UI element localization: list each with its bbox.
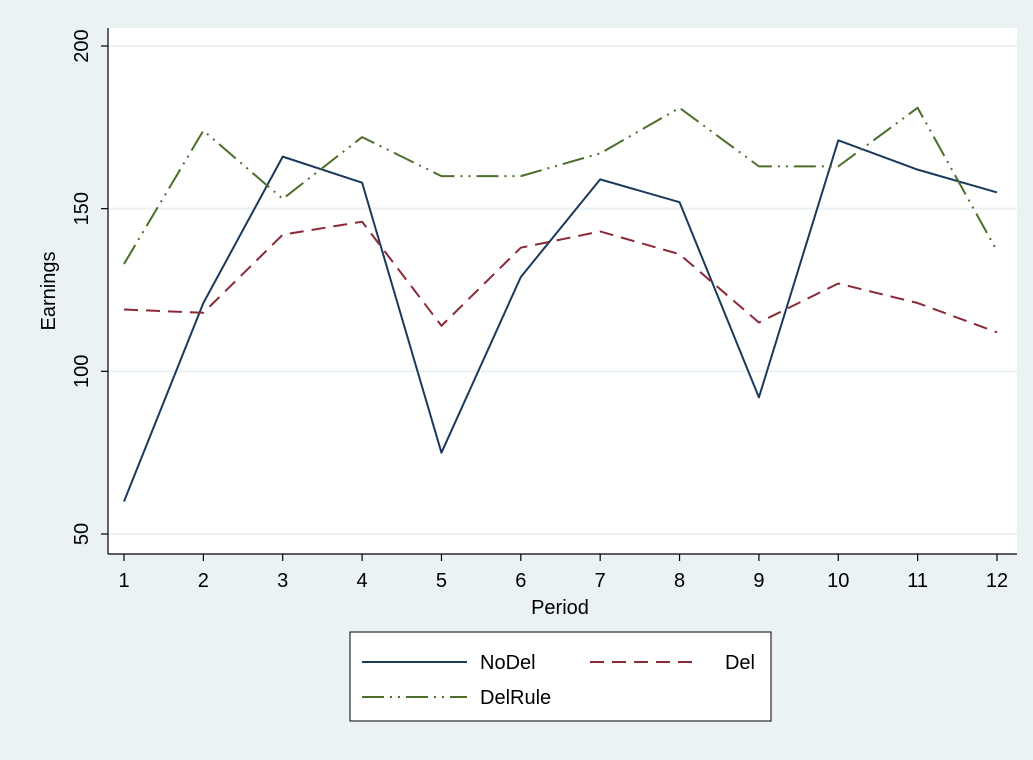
plot-area-background [108, 28, 1017, 554]
series-line-delrule [123, 106, 998, 265]
x-tick-label: 12 [986, 570, 1008, 592]
x-tick-label: 2 [198, 570, 209, 592]
x-tick-label: 10 [827, 570, 849, 592]
x-tick-label: 8 [674, 570, 685, 592]
x-tick-label: 7 [595, 570, 606, 592]
x-axis-label: Period [531, 597, 589, 619]
series-line-del [123, 220, 998, 334]
x-tick-label: 6 [515, 570, 526, 592]
gridlines [108, 45, 1017, 535]
legend-label-delrule: DelRule [480, 687, 551, 709]
y-tick-label: 50 [71, 523, 93, 545]
y-axis-label: Earnings [38, 252, 60, 331]
x-tick-label: 5 [436, 570, 447, 592]
x-tick-label: 1 [118, 570, 129, 592]
series-line-nodel [123, 139, 998, 502]
legend: NoDel Del DelRule [349, 631, 772, 722]
x-tick-label: 3 [277, 570, 288, 592]
series-lines [123, 106, 998, 502]
y-tick-label: 200 [71, 29, 93, 62]
legend-label-nodel: NoDel [480, 652, 536, 674]
y-tick-label: 150 [71, 192, 93, 225]
legend-box [349, 631, 772, 722]
legend-label-del: Del [725, 652, 755, 674]
x-tick-label: 11 [907, 570, 928, 592]
x-tick-label: 4 [357, 570, 368, 592]
y-tick-label: 100 [71, 355, 93, 388]
x-tick-label: 9 [753, 570, 764, 592]
